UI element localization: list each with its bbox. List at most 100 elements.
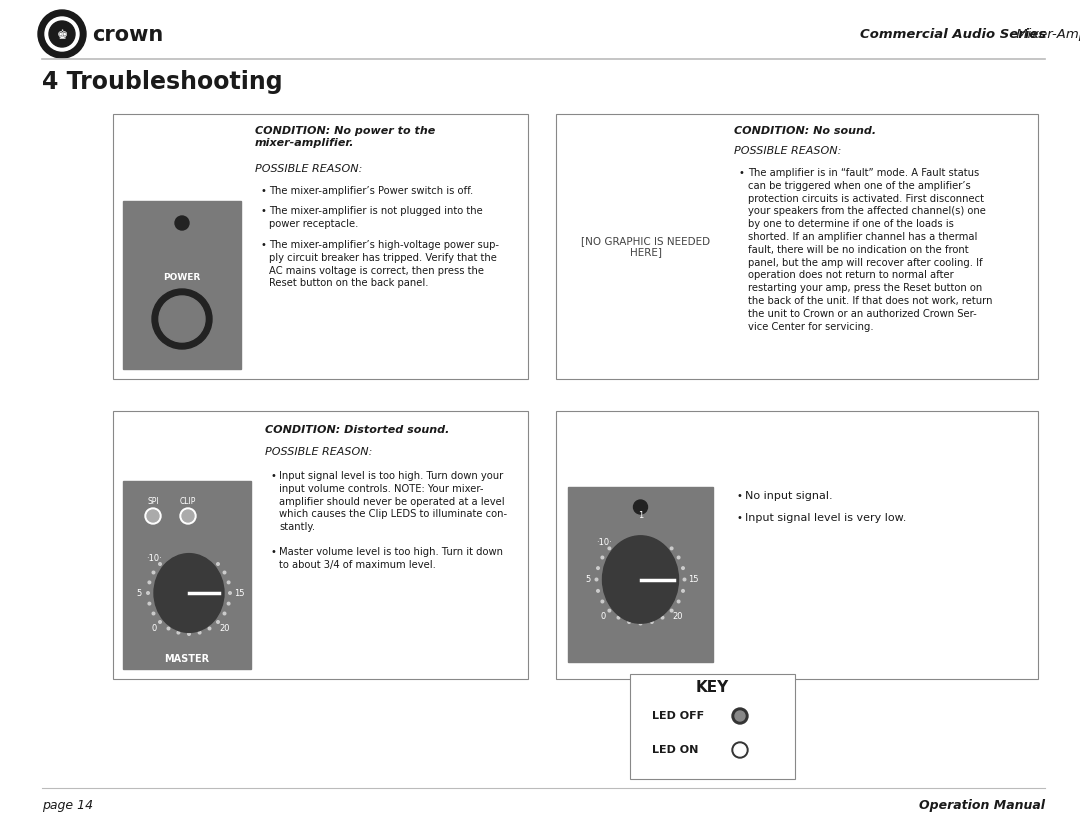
Text: Master volume level is too high. Turn it down
to about 3/4 of maximum level.: Master volume level is too high. Turn it… bbox=[279, 547, 503, 570]
Circle shape bbox=[49, 21, 75, 47]
Text: LED ON: LED ON bbox=[652, 745, 699, 755]
Text: page 14: page 14 bbox=[42, 800, 93, 812]
Circle shape bbox=[595, 578, 598, 580]
Circle shape bbox=[148, 602, 151, 605]
FancyBboxPatch shape bbox=[113, 114, 528, 379]
Circle shape bbox=[639, 622, 642, 625]
Text: CLIP: CLIP bbox=[179, 496, 197, 505]
Circle shape bbox=[227, 602, 230, 605]
Circle shape bbox=[167, 627, 170, 630]
Circle shape bbox=[224, 571, 226, 574]
Circle shape bbox=[180, 508, 195, 524]
Circle shape bbox=[159, 296, 205, 342]
Text: CONDITION: No power to the
mixer-amplifier.: CONDITION: No power to the mixer-amplifi… bbox=[255, 126, 435, 148]
Circle shape bbox=[152, 571, 154, 574]
Text: [NO GRAPHIC IS NEEDED
HERE]: [NO GRAPHIC IS NEEDED HERE] bbox=[581, 236, 711, 258]
Bar bbox=[123, 481, 251, 669]
Circle shape bbox=[148, 581, 151, 584]
Text: Operation Manual: Operation Manual bbox=[919, 800, 1045, 812]
Circle shape bbox=[229, 591, 231, 595]
Text: 0: 0 bbox=[151, 624, 157, 633]
Circle shape bbox=[224, 612, 226, 615]
Text: 0: 0 bbox=[600, 612, 606, 621]
Circle shape bbox=[734, 744, 746, 756]
Circle shape bbox=[732, 742, 748, 758]
Text: 20: 20 bbox=[219, 624, 230, 633]
Circle shape bbox=[602, 556, 604, 559]
Text: POSSIBLE REASON:: POSSIBLE REASON: bbox=[265, 447, 373, 457]
Circle shape bbox=[627, 620, 631, 623]
Text: crown: crown bbox=[92, 25, 163, 45]
Text: POSSIBLE REASON:: POSSIBLE REASON: bbox=[734, 146, 841, 156]
Circle shape bbox=[661, 616, 664, 619]
Bar bbox=[123, 201, 241, 369]
Text: •: • bbox=[270, 547, 275, 557]
Text: POWER: POWER bbox=[163, 273, 201, 282]
Text: 1: 1 bbox=[638, 511, 643, 520]
Text: Mixer-Amplifiers: Mixer-Amplifiers bbox=[1012, 28, 1080, 41]
Bar bbox=[568, 487, 713, 662]
Text: The mixer-amplifier’s Power switch is off.: The mixer-amplifier’s Power switch is of… bbox=[269, 186, 473, 196]
Circle shape bbox=[732, 708, 748, 724]
Text: The mixer-amplifier’s high-voltage power sup-
ply circuit breaker has tripped. V: The mixer-amplifier’s high-voltage power… bbox=[269, 240, 499, 289]
Text: KEY: KEY bbox=[696, 681, 729, 696]
Text: ♚: ♚ bbox=[56, 28, 68, 42]
Circle shape bbox=[177, 631, 179, 634]
Text: •: • bbox=[260, 206, 266, 216]
Text: •: • bbox=[270, 471, 275, 481]
Circle shape bbox=[602, 600, 604, 603]
Text: POSSIBLE REASON:: POSSIBLE REASON: bbox=[255, 164, 363, 174]
Text: ·10·: ·10· bbox=[596, 538, 611, 547]
Text: ·10·: ·10· bbox=[147, 554, 162, 563]
Text: Input signal level is too high. Turn down your
input volume controls. NOTE: Your: Input signal level is too high. Turn dow… bbox=[279, 471, 508, 532]
Text: •: • bbox=[260, 186, 266, 196]
Text: The amplifier is in “fault” mode. A Fault status
can be triggered when one of th: The amplifier is in “fault” mode. A Faul… bbox=[748, 168, 993, 332]
Text: 4 Troubleshooting: 4 Troubleshooting bbox=[42, 70, 283, 94]
FancyBboxPatch shape bbox=[630, 674, 795, 779]
Text: LED OFF: LED OFF bbox=[652, 711, 704, 721]
Circle shape bbox=[217, 620, 219, 623]
Text: •: • bbox=[739, 168, 745, 178]
Circle shape bbox=[681, 567, 685, 570]
Text: Input signal level is very low.: Input signal level is very low. bbox=[745, 513, 906, 523]
Ellipse shape bbox=[603, 535, 678, 623]
Text: CONDITION: Distorted sound.: CONDITION: Distorted sound. bbox=[265, 425, 449, 435]
Text: 5: 5 bbox=[136, 589, 141, 597]
Circle shape bbox=[188, 633, 190, 636]
Text: 5: 5 bbox=[585, 575, 590, 584]
Text: •: • bbox=[735, 513, 742, 523]
Circle shape bbox=[650, 620, 653, 623]
Circle shape bbox=[145, 508, 161, 524]
FancyBboxPatch shape bbox=[556, 114, 1038, 379]
Text: MASTER: MASTER bbox=[164, 654, 210, 664]
Circle shape bbox=[38, 10, 86, 58]
Circle shape bbox=[677, 556, 680, 559]
Text: 15: 15 bbox=[688, 575, 699, 584]
Circle shape bbox=[175, 216, 189, 230]
Circle shape bbox=[152, 612, 154, 615]
Text: 15: 15 bbox=[233, 589, 244, 597]
Circle shape bbox=[596, 567, 599, 570]
Circle shape bbox=[227, 581, 230, 584]
Circle shape bbox=[159, 563, 161, 565]
Circle shape bbox=[608, 547, 610, 550]
Circle shape bbox=[217, 563, 219, 565]
Circle shape bbox=[608, 610, 610, 612]
Circle shape bbox=[596, 590, 599, 592]
Circle shape bbox=[671, 547, 673, 550]
Circle shape bbox=[147, 510, 159, 522]
Circle shape bbox=[159, 620, 161, 623]
FancyBboxPatch shape bbox=[113, 411, 528, 679]
Circle shape bbox=[735, 711, 745, 721]
Circle shape bbox=[199, 631, 201, 634]
Text: •: • bbox=[735, 491, 742, 501]
Circle shape bbox=[684, 578, 686, 580]
Text: No input signal.: No input signal. bbox=[745, 491, 833, 501]
Circle shape bbox=[208, 627, 211, 630]
Text: Commercial Audio Series: Commercial Audio Series bbox=[860, 28, 1047, 41]
Text: 20: 20 bbox=[673, 612, 684, 621]
Text: SPI: SPI bbox=[147, 496, 159, 505]
FancyBboxPatch shape bbox=[556, 411, 1038, 679]
Text: The mixer-amplifier is not plugged into the
power receptacle.: The mixer-amplifier is not plugged into … bbox=[269, 206, 483, 229]
Circle shape bbox=[681, 590, 685, 592]
